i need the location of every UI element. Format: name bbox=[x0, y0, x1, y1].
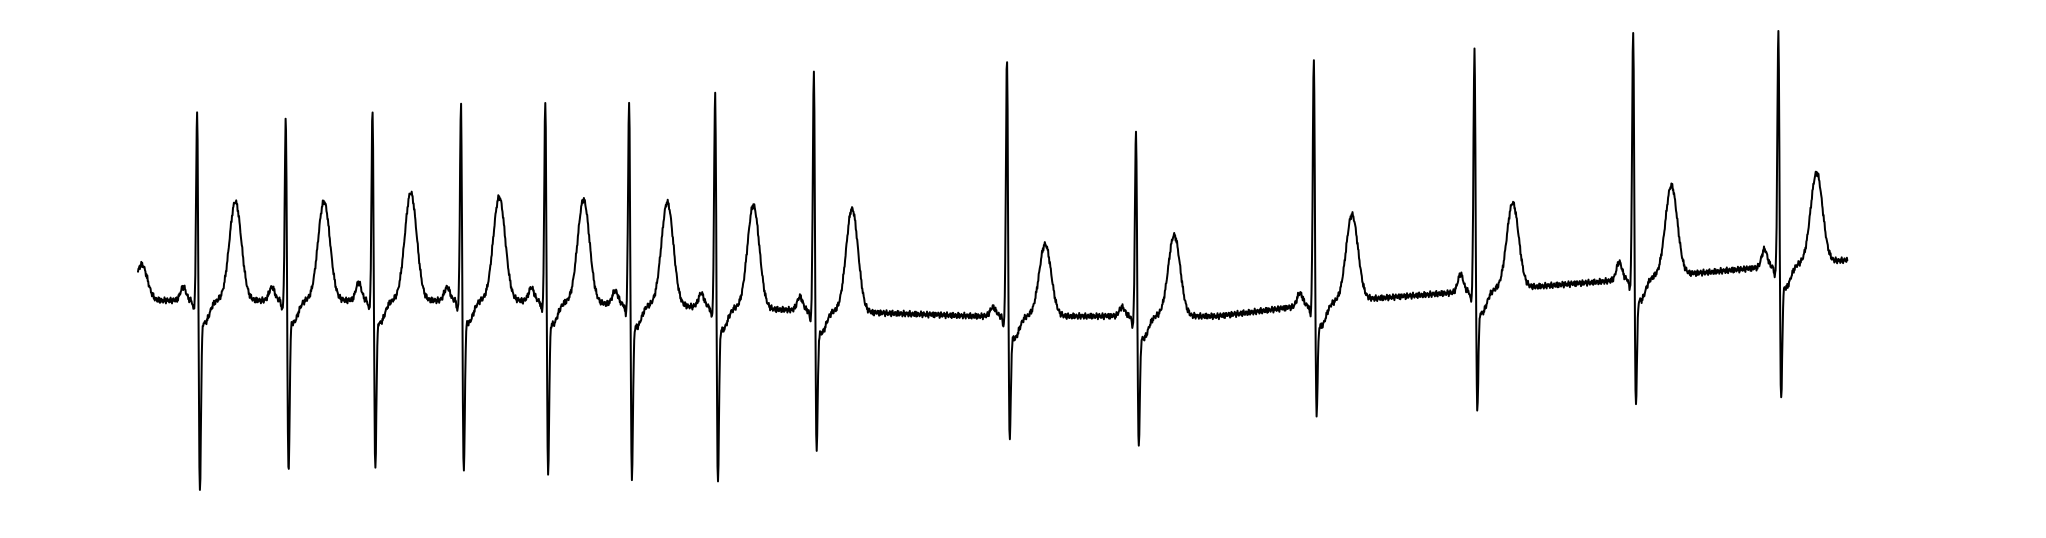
ecg-trace-line bbox=[137, 30, 1849, 491]
ecg-series bbox=[137, 30, 1849, 491]
